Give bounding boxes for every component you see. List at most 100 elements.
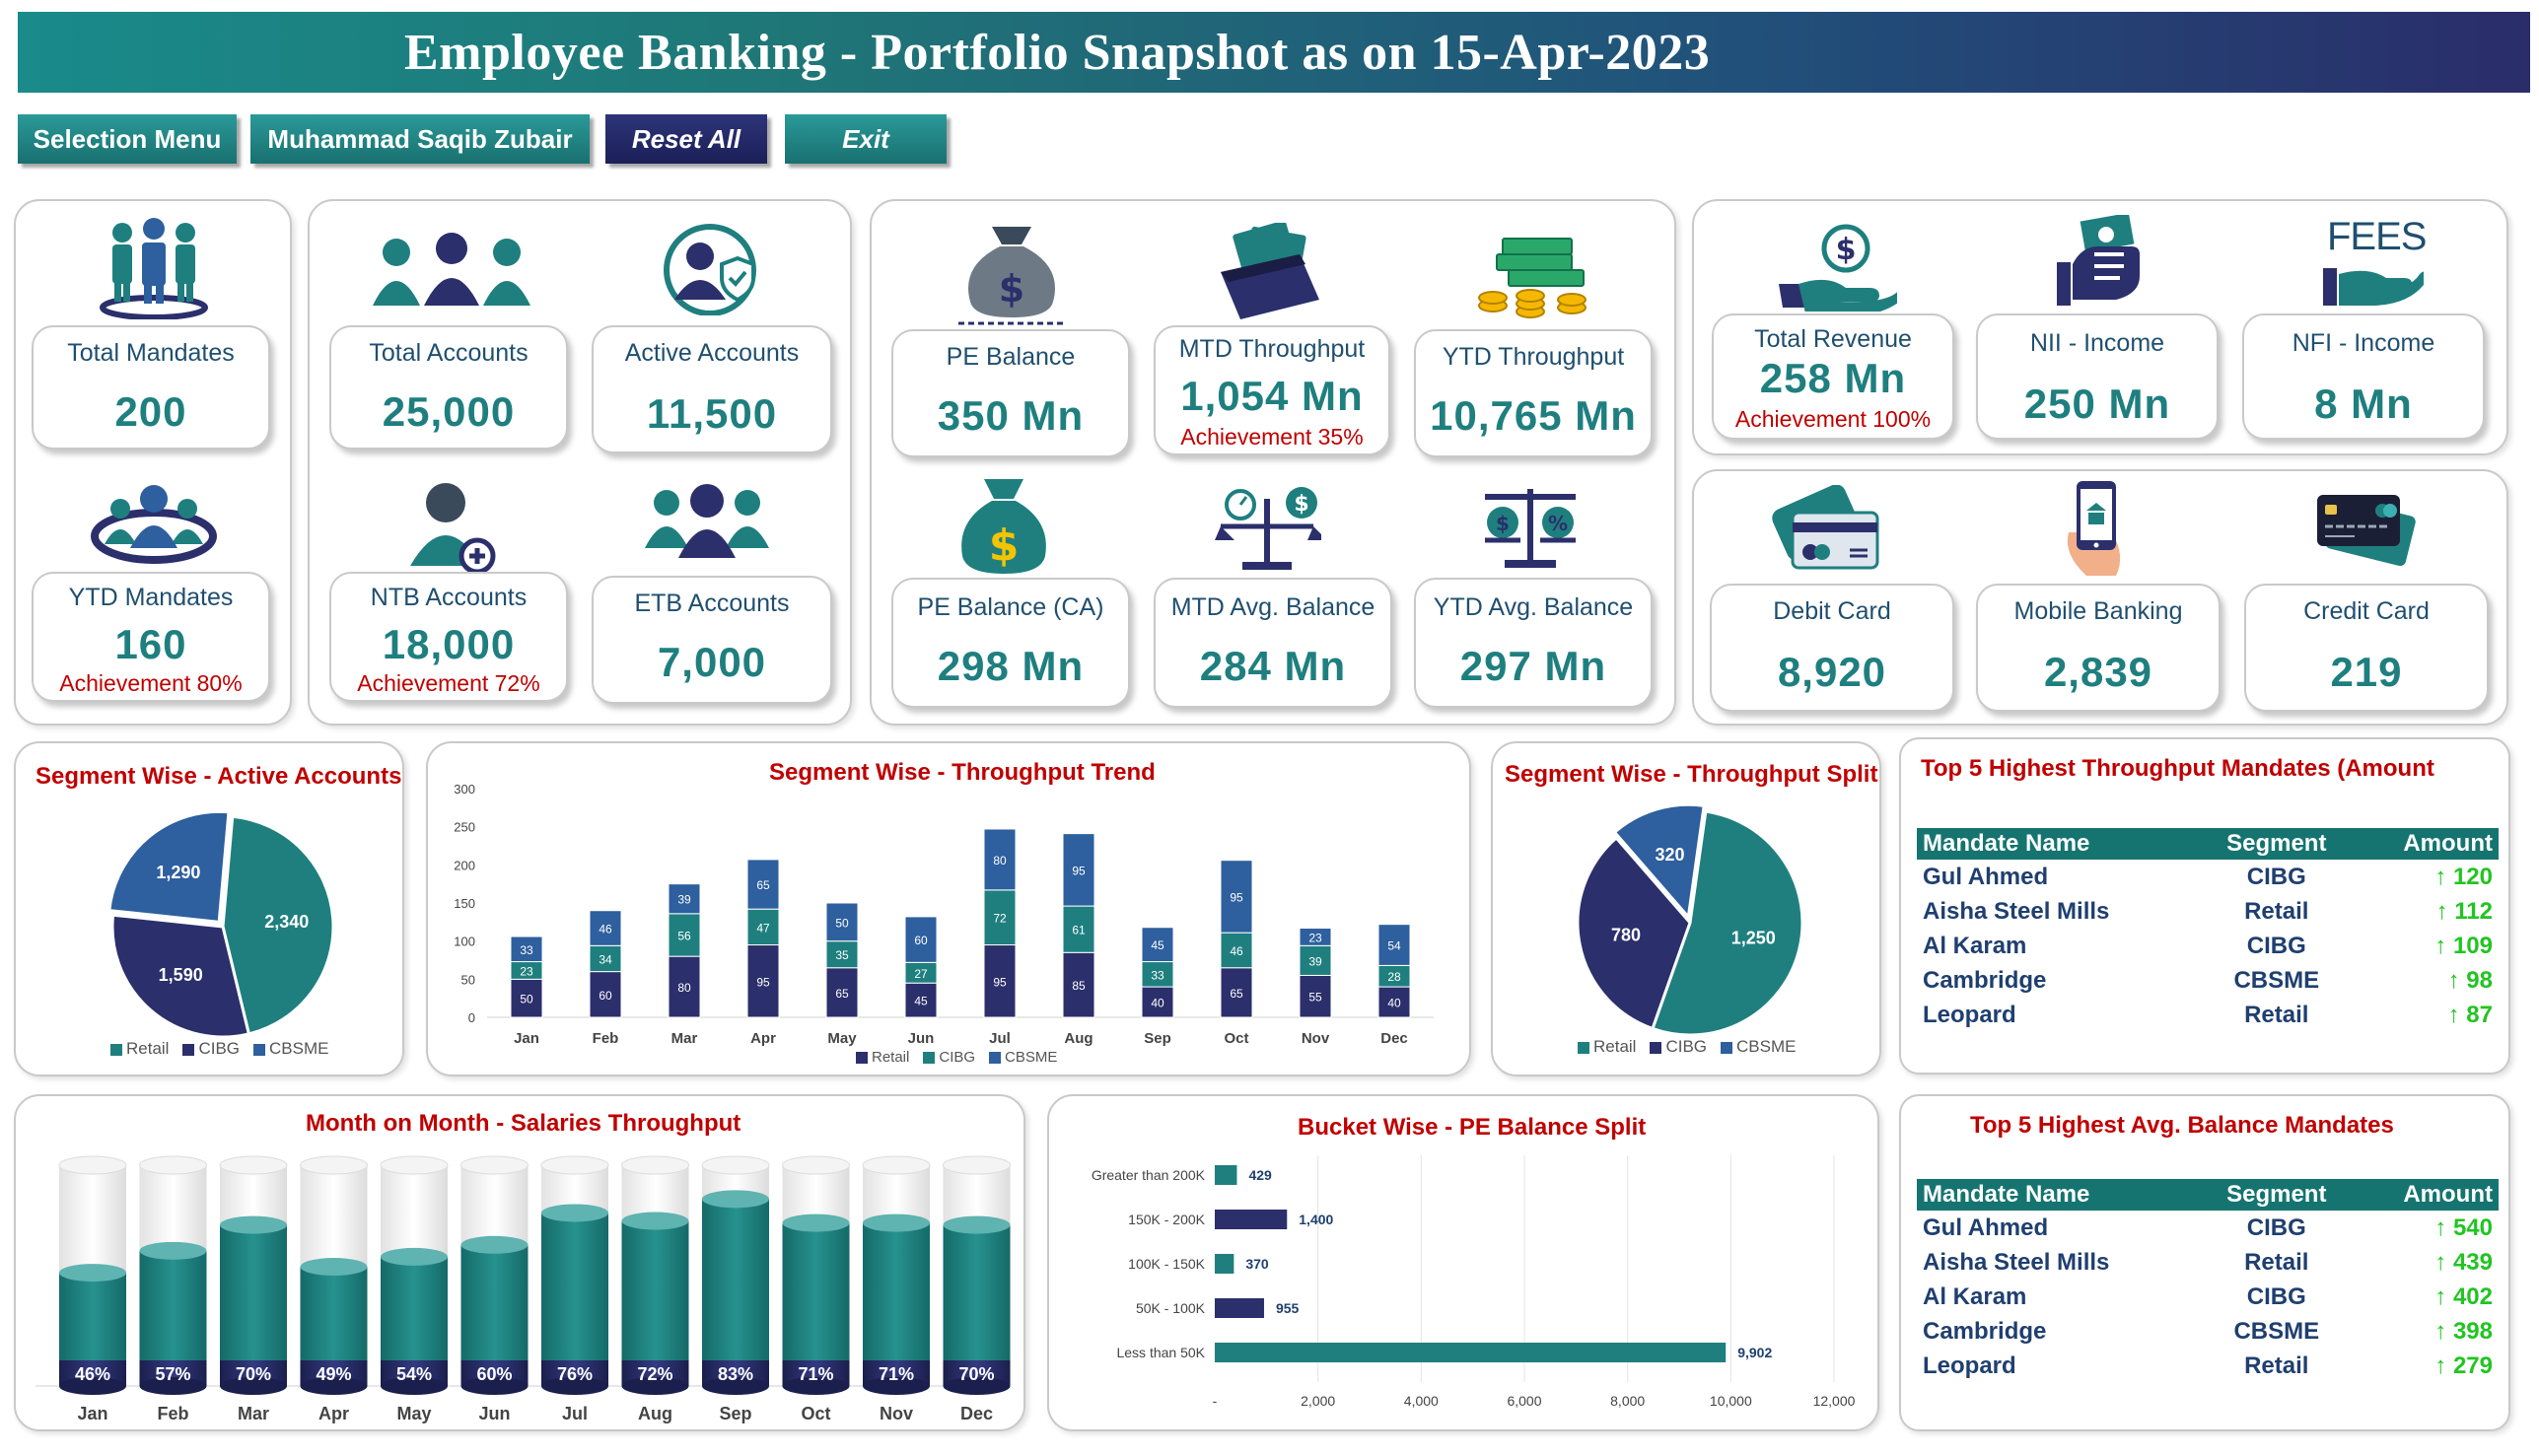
cylinder-fill	[460, 1244, 529, 1364]
selection-menu-button[interactable]: Selection Menu	[18, 114, 237, 164]
kpi-value: 18,000	[382, 621, 516, 667]
bar-cbsme	[983, 828, 1017, 891]
chart-panel-salaries: Month on Month - Salaries Throughput 46%…	[14, 1094, 1025, 1431]
bar-retail	[510, 978, 543, 1018]
table-row[interactable]: Aisha Steel Mills Retail ↑ 112	[1917, 894, 2499, 929]
chart-title: Segment Wise - Throughput Split	[1505, 761, 1878, 788]
kpi-value: 297 Mn	[1459, 643, 1607, 689]
bar-value-label: 28	[1387, 970, 1401, 984]
cylinder-fill-top	[381, 1247, 448, 1266]
x-tick-label: -	[1213, 1393, 1218, 1409]
table-row[interactable]: Cambridge CBSME ↑ 398	[1917, 1314, 2499, 1349]
cell-amount: ↑ 87	[2447, 1001, 2493, 1028]
cylinder-top	[943, 1155, 1011, 1175]
table-row[interactable]: Leopard Retail ↑ 87	[1917, 998, 2499, 1032]
bar-value-label: 55	[1308, 991, 1322, 1005]
balance-scale-icon: $ %	[1485, 489, 1576, 568]
table-row[interactable]: Gul Ahmed CIBG ↑ 540	[1917, 1211, 2499, 1245]
table-row[interactable]: Cambridge CBSME ↑ 98	[1917, 963, 2499, 998]
fees-text: FEES	[2327, 215, 2427, 258]
cell-segment: CIBG	[2246, 1283, 2306, 1310]
cylinder-fill-top	[139, 1241, 207, 1260]
kpi-label: MTD Throughput	[1178, 335, 1366, 363]
pie-slice-retail	[1651, 809, 1804, 1037]
cell-segment: Retail	[2244, 1352, 2309, 1379]
bar-value-label: 1,400	[1299, 1212, 1333, 1227]
etb-group-icon	[645, 484, 769, 558]
table-row[interactable]: Al Karam CIBG ↑ 109	[1917, 929, 2499, 963]
bar-value-label: 27	[914, 967, 928, 981]
x-tick-label: Oct	[1224, 1030, 1248, 1047]
bar-value-label: 45	[914, 995, 928, 1008]
bar-cbsme	[1299, 928, 1332, 946]
kpi-label: Total Mandates	[67, 339, 235, 367]
throughput-trend-chart: 0 50 100 150 200 250 300 50 23 33 Jan 60 34 46 Feb 80 56…	[454, 782, 1434, 1047]
kpi-value: 8 Mn	[2314, 381, 2413, 427]
legend-retail: Retail	[1593, 1037, 1637, 1056]
pie-label: 1,290	[156, 863, 200, 882]
bar-value-label: 80	[677, 981, 691, 995]
salaries-cylinder-chart: 46% Jan 57% Feb 70% Mar 49% Apr 54% May 60% Jun 76% J…	[35, 1155, 1011, 1423]
bucket-bar	[1215, 1254, 1234, 1274]
cell-name: Leopard	[1923, 1001, 2016, 1028]
bar-retail	[1299, 974, 1332, 1018]
svg-text:$: $	[1836, 233, 1857, 267]
x-tick-label: Aug	[1064, 1030, 1093, 1047]
cell-segment: CBSME	[2233, 1317, 2320, 1345]
svg-text:$: $	[989, 520, 1020, 571]
chart-panel-throughput-split: Segment Wise - Throughput Split 1,250 780…	[1491, 741, 1881, 1076]
kpi-label: Total Revenue	[1754, 325, 1912, 353]
cylinder-bottom	[943, 1377, 1011, 1395]
top-balance-panel: Top 5 Highest Avg. Balance Mandates Mand…	[1899, 1094, 2510, 1431]
legend-cbsme: CBSME	[1005, 1049, 1058, 1066]
cell-name: Gul Ahmed	[1923, 1213, 2049, 1241]
kpi-debit-card: Debit Card 8,920	[1710, 584, 1954, 712]
mobile-banking-icon	[2067, 481, 2121, 576]
user-name-button[interactable]: Muhammad Saqib Zubair	[250, 114, 590, 164]
table-row[interactable]: Gul Ahmed CIBG ↑ 120	[1917, 860, 2499, 894]
svg-text:$: $	[999, 267, 1024, 311]
kpi-label: YTD Mandates	[68, 584, 234, 611]
table-row[interactable]: Aisha Steel Mills Retail ↑ 439	[1917, 1245, 2499, 1280]
kpi-value: 10,765 Mn	[1430, 392, 1637, 439]
cell-segment: Retail	[2244, 1001, 2309, 1028]
y-tick-label: 200	[454, 858, 475, 872]
kpi-mtd-avg-balance: MTD Avg. Balance 284 Mn	[1154, 578, 1392, 708]
bar-value-label: 72	[993, 912, 1007, 926]
cylinder-fill	[541, 1213, 608, 1364]
cylinder-fill	[702, 1199, 769, 1364]
bar-value-label: 65	[1230, 987, 1243, 1001]
reset-all-button[interactable]: Reset All	[605, 114, 767, 164]
bucket-bar	[1215, 1343, 1727, 1362]
table-row[interactable]: Al Karam CIBG ↑ 402	[1917, 1280, 2499, 1314]
x-tick-label: Dec	[960, 1404, 993, 1423]
bar-value-label: 61	[1072, 924, 1086, 937]
x-tick-label: Mar	[238, 1404, 269, 1423]
cell-name: Cambridge	[1923, 966, 2047, 994]
svg-text:$: $	[1294, 492, 1308, 517]
cylinder-fill	[300, 1267, 368, 1364]
cell-segment: CIBG	[2246, 932, 2306, 959]
exit-button[interactable]: Exit	[785, 114, 947, 164]
x-tick-label: 12,000	[1813, 1393, 1856, 1409]
bar-value-label: 85	[1072, 979, 1086, 993]
bar-retail	[668, 955, 701, 1018]
col-amount: Amount	[2355, 1179, 2499, 1211]
kpi-achievement: Achievement 80%	[59, 670, 243, 696]
kpi-nfi-income: NFI - Income 8 Mn	[2242, 313, 2485, 440]
legend-cbsme: CBSME	[1736, 1037, 1797, 1056]
kpi-label: YTD Throughput	[1442, 343, 1625, 371]
kpi-label: YTD Avg. Balance	[1433, 593, 1634, 621]
table-row[interactable]: Leopard Retail ↑ 279	[1917, 1349, 2499, 1383]
cylinder-value-label: 71%	[879, 1364, 914, 1384]
cylinder-top	[460, 1155, 529, 1175]
bar-retail	[825, 967, 859, 1018]
x-tick-label: Aug	[638, 1404, 672, 1423]
cylinder-value-label: 54%	[396, 1364, 432, 1384]
cell-name: Cambridge	[1923, 1317, 2047, 1345]
money-bag-icon: $	[958, 227, 1065, 325]
y-category-label: 50K - 100K	[1136, 1300, 1206, 1316]
bar-cbsme	[746, 859, 780, 910]
cell-name: Leopard	[1923, 1352, 2016, 1379]
cylinder-fill-top	[541, 1204, 608, 1222]
